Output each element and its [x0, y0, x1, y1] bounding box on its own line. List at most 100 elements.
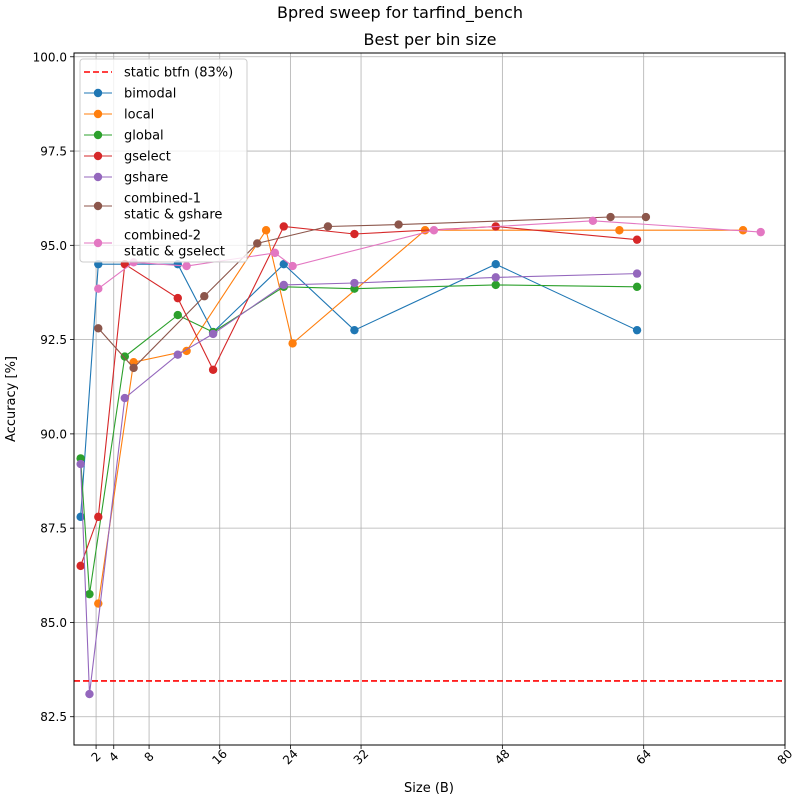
data-point [606, 212, 615, 222]
series-line [97, 228, 743, 604]
x-tick-label: 24 [280, 747, 301, 768]
data-point [738, 226, 748, 235]
series-line [80, 263, 638, 517]
data-point [350, 278, 359, 288]
legend-item: local [84, 108, 154, 123]
legend-label: static & gselect [124, 245, 225, 260]
legend-label: static & gshare [124, 208, 222, 223]
data-point [632, 325, 642, 335]
data-point [323, 222, 333, 231]
y-tick-label: 85.0 [40, 616, 67, 630]
data-point [120, 352, 129, 361]
series-line [80, 284, 638, 595]
series-line [97, 216, 646, 369]
legend-label: gselect [124, 150, 171, 165]
y-tick-label: 82.5 [40, 710, 67, 724]
data-point [182, 261, 191, 271]
data-point [491, 273, 500, 282]
legend-marker-dot [93, 238, 103, 248]
data-point [208, 365, 218, 374]
data-point [491, 280, 500, 290]
data-point [756, 227, 765, 237]
series [76, 222, 642, 571]
plot-frame [73, 52, 786, 746]
data-point [394, 220, 403, 229]
series [76, 259, 642, 522]
legend-label: bimodal [124, 87, 176, 102]
y-tick-label: 95.0 [40, 239, 67, 253]
data-point [270, 248, 280, 258]
legend-marker-dot [93, 201, 103, 211]
y-tick-label: 92.5 [40, 333, 67, 347]
legend-item: gshare [84, 171, 168, 186]
legend-marker-dot [93, 130, 103, 140]
y-tick-label: 90.0 [40, 427, 67, 441]
data-point [120, 393, 129, 403]
data-point [429, 226, 439, 235]
legend-marker-dot [93, 172, 103, 182]
legend-label: combined-2 [124, 229, 201, 244]
x-tick-label: 64 [633, 747, 654, 768]
legend-item: global [84, 129, 164, 144]
data-point [588, 216, 598, 226]
chart-title: Best per bin size [363, 30, 496, 49]
grid [74, 53, 786, 745]
data-point [288, 339, 297, 348]
data-point [279, 259, 288, 269]
x-tick-label: 8 [141, 749, 156, 764]
data-point [632, 282, 642, 292]
data-point [94, 324, 103, 333]
legend-marker-dot [93, 109, 103, 119]
x-tick-label: 16 [209, 747, 230, 768]
series-line [80, 225, 638, 567]
data-point [173, 350, 182, 359]
data-point [76, 512, 85, 522]
x-axis-label: Size (B) [404, 781, 454, 796]
data-point [288, 261, 297, 271]
data-point [641, 212, 651, 222]
data-point [279, 222, 288, 231]
data-point [173, 310, 182, 320]
data-point [632, 269, 642, 278]
series-line [97, 220, 761, 290]
data-point [76, 459, 85, 469]
data-point [261, 226, 271, 235]
data-point [615, 226, 624, 235]
x-tick-label: 48 [492, 747, 513, 768]
legend: static btfn (83%) bimodal local global gsele… [79, 58, 248, 263]
data-point [94, 599, 103, 608]
legend-label: global [124, 129, 164, 144]
data-point [76, 561, 85, 571]
series [94, 226, 748, 608]
x-tick-label: 80 [775, 747, 796, 768]
data-point [350, 229, 359, 239]
series [76, 269, 642, 699]
chart-suptitle: Bpred sweep for tarfind_bench [277, 3, 523, 23]
legend-label: local [124, 108, 154, 123]
data-point [253, 239, 262, 248]
y-tick-label: 87.5 [40, 522, 67, 536]
data-point [129, 363, 138, 373]
legend-box [79, 58, 248, 263]
legend-label: combined-1 [124, 192, 201, 207]
legend-item: gselect [84, 150, 171, 165]
legend-label: gshare [124, 171, 168, 186]
data-point [208, 329, 218, 339]
data-point [200, 292, 209, 301]
series [94, 212, 651, 373]
data-point [94, 284, 103, 293]
data-point [173, 293, 182, 303]
x-tick-label: 4 [106, 749, 121, 764]
y-axis-label: Accuracy [%] [4, 356, 19, 442]
y-tick-label: 97.5 [40, 145, 67, 159]
legend-item: bimodal [84, 87, 176, 102]
data-point [85, 589, 94, 599]
legend-item: static btfn (83%) [84, 66, 233, 81]
data-point [632, 235, 642, 244]
data-point [350, 325, 359, 335]
x-tick-label: 2 [88, 749, 103, 764]
data-point [279, 280, 288, 290]
